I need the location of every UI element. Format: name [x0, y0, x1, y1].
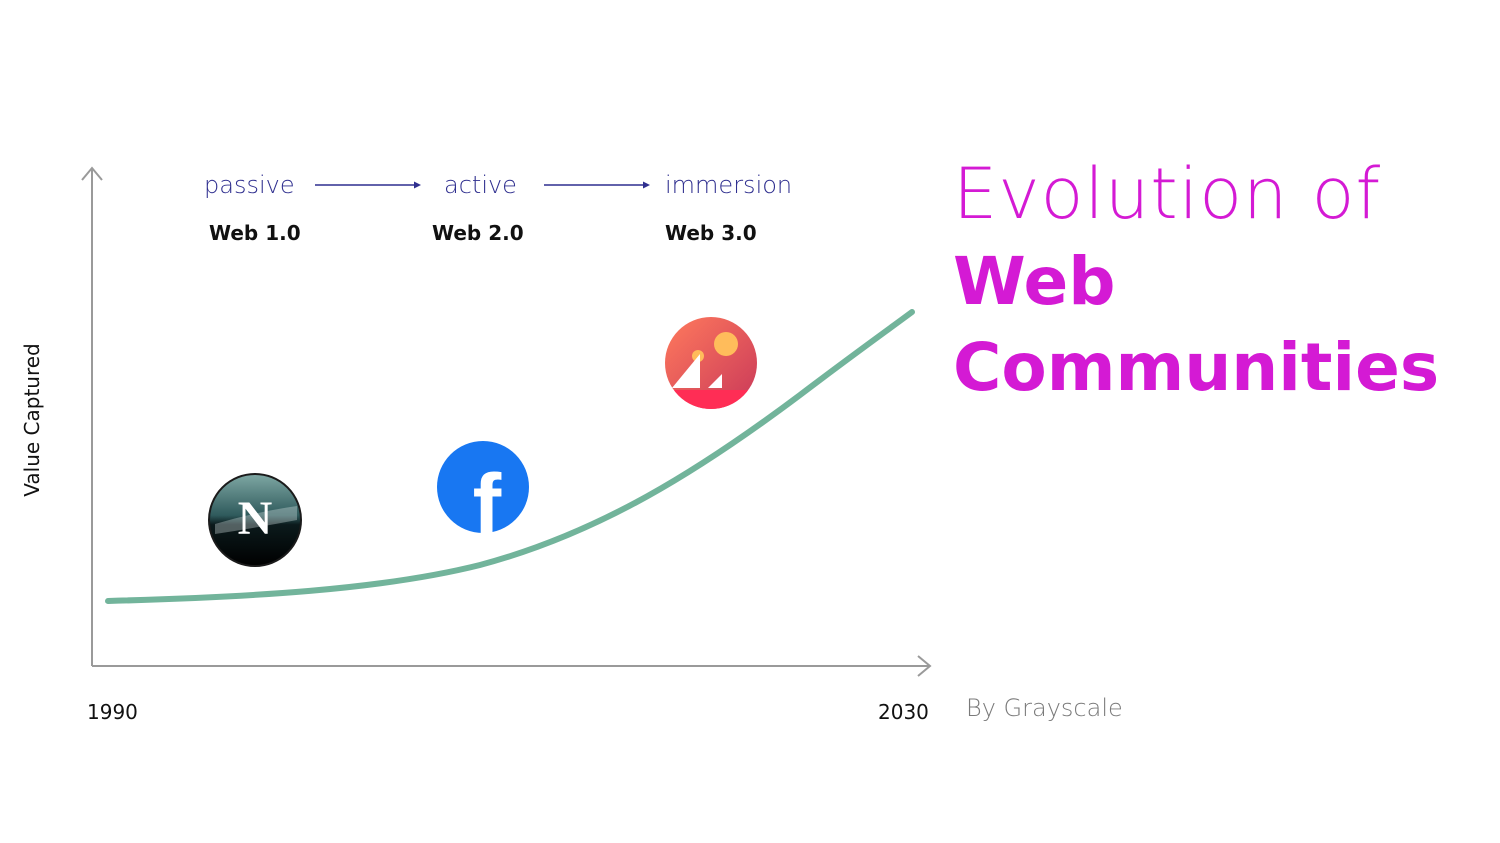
y-axis-label: Value Captured	[20, 343, 44, 497]
arrow-active-to-immersion	[544, 181, 650, 189]
facebook-logo-icon: f	[437, 441, 529, 534]
netscape-logo-icon: N	[208, 473, 302, 567]
web-3-label: Web 3.0	[665, 221, 757, 245]
decentraland-logo-icon	[665, 317, 757, 409]
y-axis-arrowhead	[81, 166, 103, 181]
web-1-label: Web 1.0	[209, 221, 301, 245]
stage-immersion-label: immersion	[665, 171, 793, 199]
x-axis-start-label: 1990	[87, 700, 138, 724]
value-curve	[105, 309, 915, 604]
stage-passive-label: passive	[204, 171, 295, 199]
x-axis-arrowhead	[917, 655, 932, 677]
title-line-1: Evolution of	[953, 153, 1382, 235]
web-2-label: Web 2.0	[432, 221, 524, 245]
x-axis-end-label: 2030	[878, 700, 929, 724]
facebook-letter: f	[473, 457, 502, 534]
arrow-passive-to-active	[315, 181, 421, 189]
byline: By Grayscale	[966, 694, 1123, 722]
netscape-letter: N	[238, 492, 273, 545]
stage-active-label: active	[444, 171, 517, 199]
title-line-3: Communities	[953, 329, 1440, 406]
title-line-2: Web	[953, 243, 1116, 320]
